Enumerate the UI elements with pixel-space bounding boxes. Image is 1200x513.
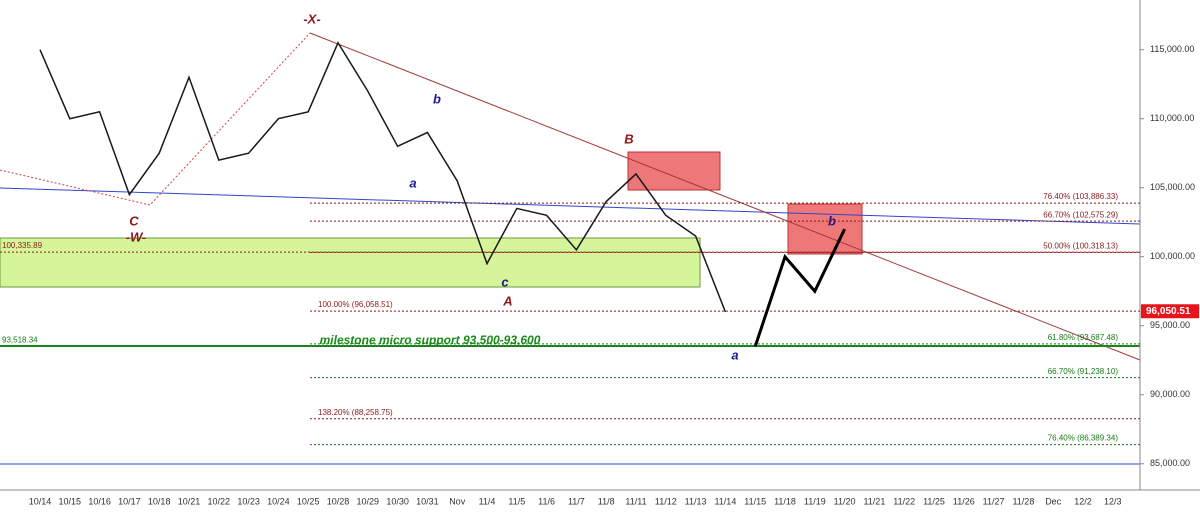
wave-label: c	[501, 274, 509, 289]
series-line	[753, 228, 846, 347]
fib-label: 93,518.34	[2, 335, 38, 344]
fib-label: 76.40% (86,389.34)	[1048, 434, 1119, 443]
x-tick-label: 11/19	[804, 496, 826, 506]
x-tick-label: 11/26	[953, 496, 975, 506]
price-tag	[1141, 304, 1199, 319]
x-tick-label: 10/28	[327, 496, 350, 506]
wave-label: b	[828, 213, 836, 228]
wave-label: A	[502, 293, 512, 308]
x-tick-label: 10/15	[59, 496, 82, 506]
x-tick-label: 12/2	[1074, 496, 1092, 506]
x-tick-label: 11/27	[983, 496, 1005, 506]
x-tick-label: 11/11	[625, 496, 646, 506]
x-tick-label: 11/21	[863, 496, 885, 506]
wave-label: b	[433, 91, 441, 106]
x-tick-label: 10/25	[297, 496, 320, 506]
fib-label: 100,335.89	[2, 241, 43, 250]
support-zone	[0, 237, 701, 288]
x-tick-label: 10/23	[237, 496, 260, 506]
x-tick-label: Nov	[449, 496, 466, 506]
wave-label: -X-	[303, 11, 320, 26]
x-tick-label: 10/17	[118, 496, 141, 506]
x-tick-label: 12/3	[1104, 496, 1122, 506]
fib-label: 66.70% (102,575.29)	[1043, 210, 1118, 219]
y-tick-label: 110,000.00	[1150, 113, 1194, 123]
x-tick-label: 11/28	[1012, 496, 1034, 506]
wave-label: a	[731, 347, 738, 362]
x-tick-label: 11/7	[568, 496, 585, 506]
fib-label: 138.20% (88,258.75)	[318, 408, 393, 417]
wave-label: B	[624, 131, 633, 146]
x-tick-label: 10/24	[267, 496, 290, 506]
x-tick-label: 10/31	[416, 496, 439, 506]
x-tick-label: 11/5	[508, 496, 525, 506]
x-tick-label: 11/8	[598, 496, 615, 506]
y-tick-label: 85,000.00	[1150, 458, 1190, 468]
x-tick-label: 11/6	[538, 496, 555, 506]
y-tick-label: 95,000.00	[1150, 320, 1190, 330]
y-tick-label: 90,000.00	[1150, 389, 1190, 399]
x-tick-label: 11/12	[655, 496, 677, 506]
fib-label: 50.00% (100,318.13)	[1043, 241, 1118, 250]
y-tick-label: 105,000.00	[1150, 182, 1195, 192]
wave-label: a	[409, 175, 416, 190]
x-tick-label: Dec	[1045, 496, 1062, 506]
support-text: milestone micro support 93,500-93,600	[320, 333, 541, 347]
x-tick-label: 11/15	[744, 496, 766, 506]
trendline	[0, 187, 1141, 225]
wave-label: -W-	[126, 229, 146, 244]
x-tick-label: 10/16	[88, 496, 111, 506]
x-tick-label: 10/21	[178, 496, 201, 506]
price-tag-label: 96,050.51	[1146, 306, 1191, 317]
x-tick-label: 10/29	[357, 496, 380, 506]
resistance-box	[627, 151, 721, 191]
x-tick-label: 10/22	[208, 496, 231, 506]
series-line	[39, 41, 727, 313]
x-tick-label: 11/25	[923, 496, 945, 506]
x-tick-label: 10/14	[29, 496, 52, 506]
x-tick-label: 11/14	[714, 496, 736, 506]
x-tick-label: 11/13	[685, 496, 707, 506]
fib-label: 76.40% (103,886.33)	[1043, 192, 1118, 201]
x-tick-label: 11/4	[479, 496, 496, 506]
x-tick-label: 11/18	[774, 496, 796, 506]
x-tick-label: 11/20	[834, 496, 856, 506]
x-tick-label: 10/18	[148, 496, 171, 506]
fib-label: 61.80% (93,687.48)	[1048, 333, 1119, 342]
wave-label: C	[129, 213, 139, 228]
x-tick-label: 10/30	[386, 496, 409, 506]
y-tick-label: 100,000.00	[1150, 251, 1195, 261]
fib-label: 100.00% (96,058.51)	[318, 300, 393, 309]
fib-label: 66.70% (91,238.10)	[1048, 367, 1119, 376]
y-tick-label: 115,000.00	[1150, 44, 1194, 54]
x-tick-label: 11/22	[893, 496, 915, 506]
trendline	[309, 32, 1141, 361]
